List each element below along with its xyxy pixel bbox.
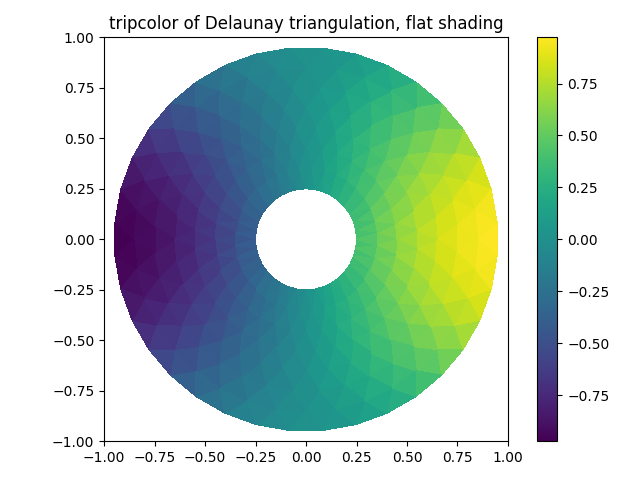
Title: tripcolor of Delaunay triangulation, flat shading: tripcolor of Delaunay triangulation, fla… (109, 15, 503, 33)
